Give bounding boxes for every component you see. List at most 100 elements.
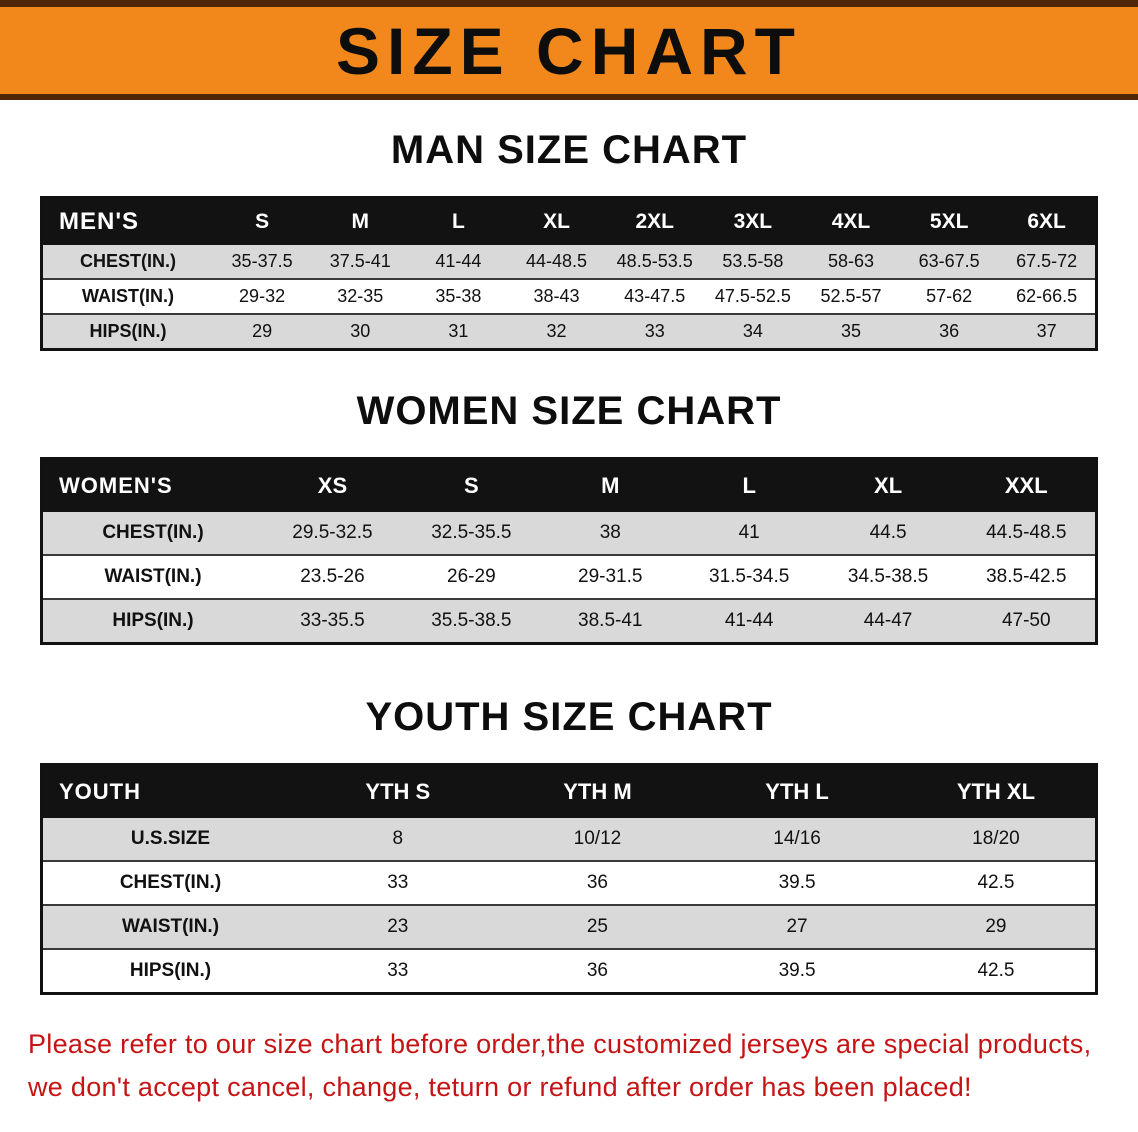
size-value: 32.5-35.5 (401, 512, 541, 556)
size-value: 43-47.5 (605, 279, 704, 315)
size-value: 35 (801, 314, 901, 351)
table-row: CHEST(IN.) 29.5-32.5 32.5-35.5 38 41 44.5 44.5… (41, 512, 1097, 556)
size-value: 41 (679, 512, 819, 556)
size-column-header: XL (507, 197, 606, 245)
banner-title: SIZE CHART (336, 13, 802, 88)
row-label: HIPS(IN.) (41, 949, 298, 995)
size-column-header: S (213, 197, 312, 245)
size-value: 34 (703, 314, 802, 351)
size-value: 29 (213, 314, 312, 351)
size-column-header: M (311, 197, 410, 245)
table-header-row: YOUTH YTH S YTH M YTH L YTH XL (41, 764, 1097, 818)
size-column-header: L (409, 197, 508, 245)
row-label: WAIST(IN.) (41, 555, 263, 600)
size-value: 34.5-38.5 (818, 555, 958, 600)
disclaimer-notice: Please refer to our size chart before or… (0, 1023, 1138, 1109)
youth-section-heading: YOUTH SIZE CHART (365, 695, 773, 739)
size-value: 44.5-48.5 (957, 512, 1097, 556)
size-value: 41-44 (409, 245, 508, 280)
size-value: 35-37.5 (213, 245, 312, 280)
size-value: 23 (298, 905, 498, 950)
size-value: 39.5 (697, 861, 897, 906)
size-value: 62-66.5 (998, 279, 1097, 315)
size-value: 10/12 (497, 818, 698, 862)
size-value: 47.5-52.5 (703, 279, 802, 315)
row-label: CHEST(IN.) (41, 512, 263, 556)
size-column-header: YTH L (697, 764, 897, 818)
row-label: HIPS(IN.) (41, 314, 213, 351)
row-label: U.S.SIZE (41, 818, 298, 862)
table-corner-label: YOUTH (41, 764, 298, 818)
size-value: 35-38 (409, 279, 508, 315)
size-column-header: L (679, 458, 819, 512)
size-value: 23.5-26 (263, 555, 402, 600)
women-size-table: WOMEN'S XS S M L XL XXL CHEST(IN.) 29.5-32.5 32.5… (40, 457, 1098, 645)
size-value: 30 (311, 314, 410, 351)
size-column-header: YTH M (497, 764, 698, 818)
row-label: HIPS(IN.) (41, 599, 263, 645)
row-label: CHEST(IN.) (41, 245, 213, 280)
size-value: 52.5-57 (801, 279, 901, 315)
size-value: 38-43 (507, 279, 606, 315)
table-row: WAIST(IN.) 29-32 32-35 35-38 38-43 43-47.5 47.… (41, 279, 1097, 315)
size-column-header: M (540, 458, 680, 512)
size-value: 38 (540, 512, 680, 556)
table-header-row: MEN'S S M L XL 2XL 3XL 4XL 5XL 6XL (41, 197, 1097, 245)
size-value: 32 (507, 314, 606, 351)
size-value: 33 (298, 949, 498, 995)
table-row: CHEST(IN.) 35-37.5 37.5-41 41-44 44-48.5 48.5… (41, 245, 1097, 280)
size-value: 44.5 (818, 512, 958, 556)
size-value: 26-29 (401, 555, 541, 600)
size-column-header: S (401, 458, 541, 512)
size-value: 39.5 (697, 949, 897, 995)
men-size-chart-section: MAN SIZE CHART MEN'S S M L XL 2XL 3XL 4XL 5XL 6XL… (0, 126, 1138, 351)
size-value: 48.5-53.5 (605, 245, 704, 280)
size-column-header: YTH S (298, 764, 498, 818)
size-value: 18/20 (896, 818, 1097, 862)
size-column-header: YTH XL (896, 764, 1097, 818)
size-value: 67.5-72 (998, 245, 1097, 280)
size-value: 57-62 (900, 279, 999, 315)
size-value: 27 (697, 905, 897, 950)
size-chart-page: SIZE CHART MAN SIZE CHART MEN'S S M L XL 2XL 3… (0, 0, 1138, 1109)
size-column-header: 4XL (801, 197, 901, 245)
size-value: 25 (497, 905, 698, 950)
size-column-header: 3XL (703, 197, 802, 245)
women-size-chart-section: WOMEN SIZE CHART WOMEN'S XS S M L XL XXL CHEST(… (0, 387, 1138, 645)
size-value: 29-31.5 (540, 555, 680, 600)
size-value: 36 (497, 949, 698, 995)
row-label: WAIST(IN.) (41, 279, 213, 315)
table-header-row: WOMEN'S XS S M L XL XXL (41, 458, 1097, 512)
size-column-header: XXL (957, 458, 1097, 512)
size-value: 32-35 (311, 279, 410, 315)
youth-size-chart-section: YOUTH SIZE CHART YOUTH YTH S YTH M YTH L YTH… (0, 693, 1138, 995)
size-column-header: XL (818, 458, 958, 512)
size-value: 31.5-34.5 (679, 555, 819, 600)
size-column-header: 5XL (900, 197, 999, 245)
disclaimer-line-1: Please refer to our size chart before or… (28, 1029, 1092, 1059)
men-section-heading: MAN SIZE CHART (390, 128, 748, 172)
disclaimer-line-2: we don't accept cancel, change, teturn o… (28, 1072, 972, 1103)
table-row: CHEST(IN.) 33 36 39.5 42.5 (41, 861, 1097, 906)
size-column-header: 6XL (998, 197, 1097, 245)
size-value: 36 (497, 861, 698, 906)
size-value: 53.5-58 (703, 245, 802, 280)
size-chart-banner: SIZE CHART (0, 0, 1138, 100)
men-size-table: MEN'S S M L XL 2XL 3XL 4XL 5XL 6XL CHEST(IN.) 35-37… (40, 196, 1098, 351)
size-value: 37 (998, 314, 1097, 351)
size-value: 8 (298, 818, 498, 862)
row-label: WAIST(IN.) (41, 905, 298, 950)
size-value: 29.5-32.5 (263, 512, 402, 556)
table-corner-label: MEN'S (41, 197, 213, 245)
women-section-heading: WOMEN SIZE CHART (356, 389, 782, 433)
table-row: U.S.SIZE 8 10/12 14/16 18/20 (41, 818, 1097, 862)
size-value: 29 (896, 905, 1097, 950)
table-row: HIPS(IN.) 29 30 31 32 33 34 35 36 37 (41, 314, 1097, 351)
size-value: 35.5-38.5 (401, 599, 541, 645)
size-value: 38.5-41 (540, 599, 680, 645)
size-value: 41-44 (679, 599, 819, 645)
table-row: WAIST(IN.) 23.5-26 26-29 29-31.5 31.5-34.5 34… (41, 555, 1097, 600)
size-value: 37.5-41 (311, 245, 410, 280)
size-value: 38.5-42.5 (957, 555, 1097, 600)
size-value: 44-47 (818, 599, 958, 645)
